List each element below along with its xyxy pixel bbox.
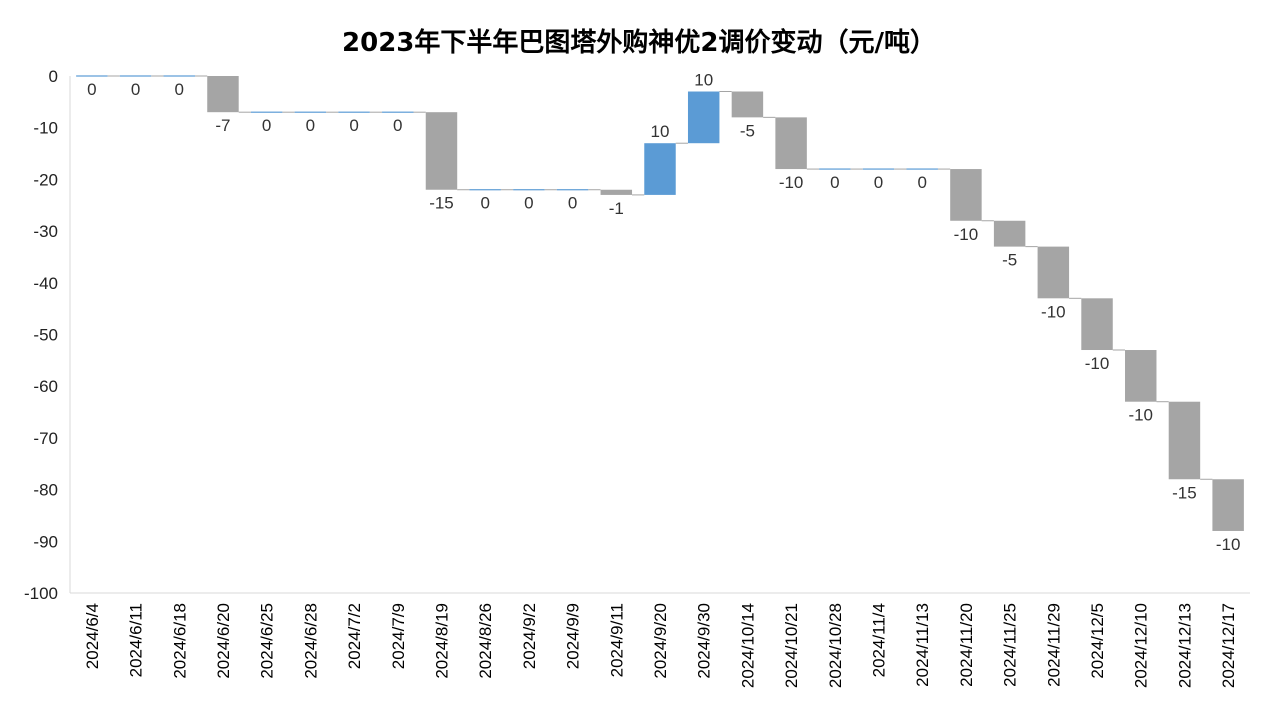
y-tick-label: 0 — [49, 67, 58, 86]
y-tick-label: -30 — [33, 222, 58, 241]
x-tick-label: 2024/12/17 — [1219, 603, 1238, 688]
data-label: 0 — [874, 173, 883, 192]
data-label: -10 — [779, 173, 804, 192]
x-tick-label: 2024/7/9 — [389, 603, 408, 669]
bar — [993, 220, 1026, 247]
data-label: -5 — [1002, 251, 1017, 270]
y-tick-label: -10 — [33, 119, 58, 138]
data-label: -10 — [1041, 302, 1066, 321]
bar — [600, 189, 633, 195]
bar — [819, 168, 851, 170]
data-label: 0 — [393, 116, 402, 135]
bar — [1168, 401, 1201, 480]
data-label: 0 — [87, 80, 96, 99]
x-tick-label: 2024/11/13 — [913, 603, 932, 687]
x-tick-label: 2024/12/5 — [1088, 603, 1107, 679]
data-label: -10 — [1216, 535, 1241, 554]
bar — [1037, 246, 1070, 299]
bar — [1081, 298, 1113, 351]
data-label: 0 — [349, 116, 358, 135]
x-tick-label: 2024/6/20 — [214, 603, 233, 679]
y-tick-label: -90 — [33, 532, 58, 551]
data-label: 0 — [568, 194, 577, 213]
bar — [1212, 479, 1244, 531]
bar — [950, 169, 982, 221]
data-label: -1 — [609, 199, 624, 218]
x-tick-label: 2024/8/19 — [432, 603, 451, 679]
data-label: 0 — [262, 116, 271, 135]
x-tick-label: 2024/12/13 — [1175, 603, 1194, 688]
data-label: -7 — [215, 116, 230, 135]
bar — [163, 75, 195, 77]
data-label: 0 — [524, 194, 533, 213]
bar — [294, 111, 327, 113]
x-tick-label: 2024/10/21 — [782, 603, 801, 688]
data-label: 0 — [131, 80, 140, 99]
x-tick-label: 2024/10/14 — [738, 603, 757, 688]
data-label: -10 — [1128, 406, 1153, 425]
bar — [469, 189, 501, 191]
bar — [731, 91, 764, 118]
bar — [76, 75, 108, 77]
bar — [556, 189, 589, 191]
x-tick-label: 2024/6/25 — [258, 603, 277, 679]
data-label: -15 — [1172, 483, 1197, 502]
x-tick-label: 2024/10/28 — [826, 603, 845, 688]
data-label: 10 — [694, 71, 713, 90]
x-tick-label: 2024/12/10 — [1132, 603, 1151, 688]
x-tick-label: 2024/11/4 — [870, 603, 889, 677]
data-label: 0 — [917, 173, 926, 192]
bar — [513, 189, 545, 191]
data-label: -5 — [740, 121, 755, 140]
bar — [775, 117, 807, 170]
x-tick-label: 2024/11/25 — [1001, 603, 1020, 687]
x-tick-label: 2024/9/20 — [651, 603, 670, 679]
x-tick-label: 2024/9/11 — [607, 603, 626, 677]
x-tick-label: 2024/6/4 — [83, 603, 102, 669]
bar — [862, 168, 895, 170]
x-tick-label: 2024/9/2 — [520, 603, 539, 669]
data-label: -10 — [954, 225, 979, 244]
bar — [119, 75, 152, 77]
data-label: -15 — [429, 194, 454, 213]
chart-title: 2023年下半年巴图塔外购神优2调价变动（元/吨） — [342, 28, 936, 58]
data-label: 0 — [480, 194, 489, 213]
x-tick-label: 2024/11/20 — [957, 603, 976, 687]
x-tick-label: 2024/9/30 — [695, 603, 714, 679]
x-tick-label: 2024/8/26 — [476, 603, 495, 679]
y-tick-label: -80 — [33, 481, 58, 500]
y-tick-label: -70 — [33, 429, 58, 448]
bar — [207, 76, 239, 113]
y-tick-label: -50 — [33, 326, 58, 345]
bar — [687, 91, 720, 144]
bar — [425, 112, 458, 190]
bar — [644, 143, 676, 195]
x-tick-label: 2024/9/9 — [564, 603, 583, 669]
x-tick-label: 2024/7/2 — [345, 603, 364, 669]
bar — [906, 168, 938, 170]
bar — [1125, 350, 1157, 402]
data-label: 0 — [175, 80, 184, 99]
x-tick-label: 2024/6/28 — [301, 603, 320, 679]
bar — [250, 111, 283, 113]
y-tick-label: -100 — [24, 584, 58, 603]
x-tick-label: 2024/6/18 — [170, 603, 189, 679]
y-tick-label: -40 — [33, 274, 58, 293]
y-tick-label: -20 — [33, 170, 58, 189]
bar — [338, 111, 370, 113]
data-label: 0 — [306, 116, 315, 135]
bar — [382, 111, 414, 113]
data-label: 10 — [651, 122, 670, 141]
data-label: 0 — [830, 173, 839, 192]
y-tick-label: -60 — [33, 377, 58, 396]
x-tick-label: 2024/6/11 — [127, 603, 146, 677]
data-label: -10 — [1085, 354, 1110, 373]
x-tick-label: 2024/11/29 — [1044, 603, 1063, 687]
